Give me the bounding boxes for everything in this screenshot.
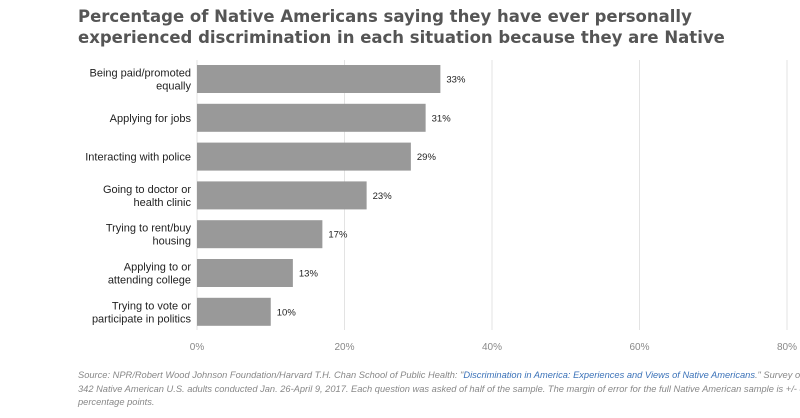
chart-title: Percentage of Native Americans saying th… [78, 7, 725, 47]
source-prefix: Source: NPR/Robert Wood Johnson Foundati… [78, 370, 464, 380]
category-label: Applying for jobs [110, 113, 192, 125]
category-label: Interacting with police [85, 152, 191, 164]
value-label: 33% [446, 75, 466, 86]
category-label: equally [156, 81, 191, 93]
category-label: Trying to rent/buy [106, 223, 192, 235]
source-note: Source: NPR/Robert Wood Johnson Foundati… [78, 369, 800, 410]
value-label: 13% [299, 269, 319, 280]
value-label: 23% [373, 191, 393, 202]
value-label: 29% [417, 152, 437, 163]
category-label: health clinic [134, 197, 192, 209]
x-tick-label: 60% [629, 342, 649, 353]
x-tick-label: 20% [334, 342, 354, 353]
value-label: 31% [432, 113, 452, 124]
category-label: Trying to vote or [112, 300, 191, 312]
category-label: Going to doctor or [103, 184, 191, 196]
category-label: Being paid/promoted [89, 68, 191, 80]
value-label: 17% [328, 230, 348, 241]
bars [197, 65, 441, 326]
bar [197, 297, 271, 326]
bar [197, 65, 441, 93]
category-label: attending college [108, 275, 191, 287]
bar [197, 142, 411, 171]
x-tick-label: 40% [482, 342, 502, 353]
source-link[interactable]: Discrimination in America: Experiences a… [463, 370, 755, 380]
category-label: participate in politics [92, 313, 192, 325]
bar [197, 103, 426, 132]
labels: 0% 20% 40% 60% 80% 33% Being paid/promotedequa… [85, 68, 797, 354]
category-label: housing [152, 236, 191, 248]
x-tick-label: 80% [777, 342, 797, 353]
x-tick-label: 0% [190, 342, 205, 353]
bar [197, 259, 293, 287]
value-label: 10% [277, 307, 297, 318]
category-label: Applying to or [124, 262, 192, 274]
bar [197, 220, 323, 249]
bar [197, 181, 367, 210]
source-suffix: ." Survey of 342 Native American U.S. ad… [78, 370, 800, 408]
